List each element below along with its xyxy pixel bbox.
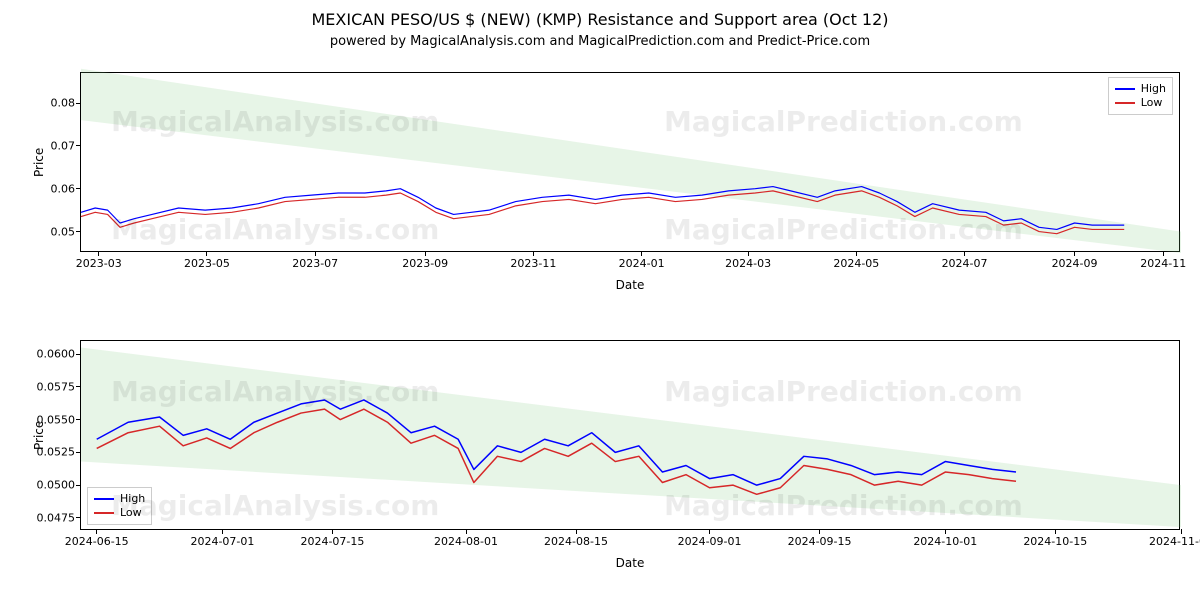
x-tick-label: 2024-09-01 [678,529,742,548]
x-tick-label: 2024-03 [725,251,771,270]
x-tick-label: 2024-10-01 [913,529,977,548]
x-tick-label: 2024-08-01 [434,529,498,548]
x-tick-label: 2024-08-15 [544,529,608,548]
top-chart-ylabel: Price [32,148,46,177]
bottom-chart-plot [81,341,1181,531]
x-tick-label: 2024-09-15 [788,529,852,548]
chart-title: MEXICAN PESO/US $ (NEW) (KMP) Resistance… [0,10,1200,29]
legend-item: High [1115,82,1166,96]
x-tick-label: 2024-10-15 [1023,529,1087,548]
x-tick-label: 2024-07-15 [300,529,364,548]
support-resistance-band [81,69,1181,253]
legend-swatch [1115,88,1135,90]
legend-item: High [94,492,145,506]
y-tick-label: 0.05 [51,225,82,238]
x-tick-label: 2024-07-01 [190,529,254,548]
y-tick-label: 0.0600 [37,348,82,361]
x-tick-label: 2023-11 [510,251,556,270]
top-chart-legend: HighLow [1108,77,1173,115]
top-chart-plot [81,73,1181,253]
legend-swatch [94,512,114,514]
y-tick-label: 0.0575 [37,380,82,393]
legend-swatch [94,498,114,500]
x-tick-label: 2024-06-15 [65,529,129,548]
x-tick-label: 2024-01 [619,251,665,270]
x-tick-label: 2023-05 [184,251,230,270]
chart-subtitle: powered by MagicalAnalysis.com and Magic… [0,34,1200,49]
x-tick-label: 2023-03 [76,251,122,270]
bottom-chart-panel: HighLow MagicalAnalysis.com MagicalPredi… [80,340,1180,530]
legend-label: Low [1141,96,1163,110]
legend-item: Low [94,506,145,520]
bottom-chart-xlabel: Date [80,556,1180,570]
bottom-chart-legend: HighLow [87,487,152,525]
top-chart-xlabel: Date [80,278,1180,292]
legend-swatch [1115,102,1135,104]
y-tick-label: 0.08 [51,97,82,110]
x-tick-label: 2023-07 [292,251,338,270]
y-tick-label: 0.0475 [37,511,82,524]
y-tick-label: 0.06 [51,182,82,195]
y-tick-label: 0.07 [51,139,82,152]
x-tick-label: 2024-09 [1052,251,1098,270]
figure: MEXICAN PESO/US $ (NEW) (KMP) Resistance… [0,0,1200,600]
y-tick-label: 0.0500 [37,479,82,492]
x-tick-label: 2023-09 [402,251,448,270]
x-tick-label: 2024-07 [942,251,988,270]
legend-label: Low [120,506,142,520]
x-tick-label: 2024-05 [833,251,879,270]
legend-label: High [120,492,145,506]
x-tick-label: 2024-11-01 [1149,529,1200,548]
bottom-chart-ylabel: Price [32,421,46,450]
x-tick-label: 2024-11 [1140,251,1186,270]
top-chart-panel: HighLow MagicalAnalysis.com MagicalPredi… [80,72,1180,252]
legend-label: High [1141,82,1166,96]
legend-item: Low [1115,96,1166,110]
